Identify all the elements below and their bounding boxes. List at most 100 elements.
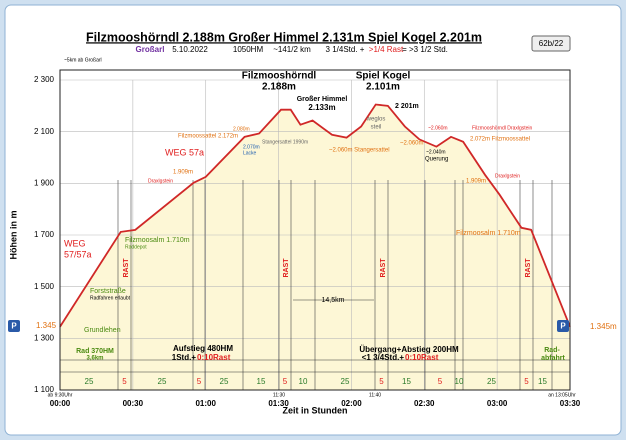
annotation: Draxlgstein xyxy=(495,173,520,179)
subtitle-part: Großarl xyxy=(136,45,165,54)
x-tick-label: 02:00 xyxy=(341,399,362,408)
subtitle-part: 5.10.2022 xyxy=(172,45,208,54)
annotation: 2.070m xyxy=(243,144,260,150)
annotation: Übergang+Abstieg 200HM xyxy=(359,345,459,354)
annotation: steil xyxy=(371,125,382,131)
x-tick-label: 00:00 xyxy=(50,399,71,408)
annotation: WEG 57a xyxy=(165,147,204,157)
annotation: ~2.040m xyxy=(426,149,446,155)
annotation: weglos xyxy=(366,117,386,123)
annotation: Großer Himmel xyxy=(297,96,348,103)
annotation: ~2.060m xyxy=(428,125,448,131)
annotation: 57/57a xyxy=(64,249,92,259)
subtitle-part: ~141/2 km xyxy=(273,45,311,54)
annotation: RAST xyxy=(123,258,130,278)
y-tick-label: 1 500 xyxy=(34,282,55,291)
badge: 62b/22 xyxy=(539,39,564,48)
annotation: 0:10Rast xyxy=(197,353,231,362)
annotation: 1.345m xyxy=(590,322,617,331)
annotation: 11:40 xyxy=(369,392,381,398)
x-tick-label: 03:30 xyxy=(560,399,581,408)
segment-label: 15 xyxy=(538,377,547,386)
annotation: Radfahren erlaubt xyxy=(90,295,131,301)
annotation: WEG xyxy=(64,238,86,248)
annotation: Lacke xyxy=(243,150,257,156)
plot-border xyxy=(59,69,571,391)
subtitle-part: >1/4 Rast xyxy=(369,45,404,54)
annotation: Spiel Kogel xyxy=(356,71,411,82)
segment-label: 15 xyxy=(402,377,411,386)
annotation: 3,6km xyxy=(86,356,103,362)
annotation: Filzmoossattel 2.172m xyxy=(178,134,238,140)
annotation: Raddepot xyxy=(125,244,147,250)
annotation: <1 3/4Std.+ xyxy=(362,353,405,362)
parking-label: P xyxy=(560,322,566,331)
segment-label: 25 xyxy=(487,377,496,386)
parking-label: P xyxy=(11,322,17,331)
x-tick-label: 01:30 xyxy=(268,399,289,408)
annotation: 2.101m xyxy=(366,82,400,93)
annotation: 1Std.+ xyxy=(172,353,197,362)
segment-label: 15 xyxy=(257,377,266,386)
annotation: an 13:05Uhr xyxy=(548,392,576,398)
segment-label: 5 xyxy=(283,377,288,386)
annotation: Draxlgstein xyxy=(148,178,173,184)
annotation: Filzmooshörndl Draxlgstein xyxy=(472,125,533,131)
segment-label: 25 xyxy=(85,377,94,386)
annotation: ~2.060m Stangersattel xyxy=(329,148,390,154)
annotation: ab 9:30Uhr xyxy=(48,392,73,398)
annotation: Forststraße xyxy=(90,288,126,295)
annotation: ~5km ab Großarl xyxy=(64,57,102,63)
annotation: 2.080m xyxy=(233,126,250,132)
x-tick-label: 00:30 xyxy=(123,399,144,408)
annotation: 0:10Rast xyxy=(405,353,439,362)
segment-label: 25 xyxy=(341,377,350,386)
chart-title: Filzmooshörndl 2.188m Großer Himmel 2.13… xyxy=(86,30,482,44)
annotation: RAST xyxy=(380,258,387,278)
segment-label: 10 xyxy=(299,377,308,386)
y-tick-label: 1 100 xyxy=(34,385,55,394)
segment-label: 5 xyxy=(379,377,384,386)
annotation: RAST xyxy=(283,258,290,278)
subtitle-part: 3 1/4Std. + xyxy=(326,45,365,54)
x-axis-label: Zeit in Stunden xyxy=(283,405,348,415)
segment-label: 25 xyxy=(158,377,167,386)
segment-label: 10 xyxy=(455,377,464,386)
segment-label: 5 xyxy=(122,377,127,386)
y-tick-label: 2 100 xyxy=(34,127,55,136)
segment-label: 5 xyxy=(438,377,443,386)
y-tick-label: 1 700 xyxy=(34,230,55,239)
y-tick-label: 1 900 xyxy=(34,178,55,187)
y-tick-label: 2 300 xyxy=(34,75,55,84)
subtitle-part: 1050HM xyxy=(233,45,264,54)
annotation: Aufstieg 480HM xyxy=(173,344,233,353)
annotation: 1.345 xyxy=(36,321,57,330)
annotation: 14,5km xyxy=(322,297,345,304)
annotation: Stangersattel 1990m xyxy=(262,139,308,145)
annotation: 1.909m xyxy=(173,170,193,176)
x-tick-label: 01:00 xyxy=(195,399,216,408)
annotation: Grundlehen xyxy=(84,327,121,334)
y-tick-label: 1 300 xyxy=(34,333,55,342)
annotation: RAST xyxy=(525,258,532,278)
annotation: Filzmoosalm 1.710m xyxy=(125,237,190,244)
annotation: 2.133m xyxy=(308,103,335,112)
annotation: abfahrt xyxy=(541,355,565,362)
y-axis-label: Höhen in m xyxy=(8,211,18,260)
annotation: Filzmoosalm 1.710m xyxy=(456,230,521,237)
parking-box xyxy=(557,320,569,332)
annotation: 2.072m Filzmoossattel xyxy=(470,137,530,143)
annotation: 2 201m xyxy=(395,103,419,110)
segment-label: 25 xyxy=(220,377,229,386)
segment-label: 5 xyxy=(524,377,529,386)
segment-label: 5 xyxy=(197,377,202,386)
annotation: 2.188m xyxy=(262,82,296,93)
profile-line xyxy=(59,103,571,328)
annotation: Rad 370HM xyxy=(76,348,114,355)
annotation: Querung xyxy=(425,157,448,163)
annotation: Rad- xyxy=(544,347,560,354)
annotation: Filzmooshörndl xyxy=(242,71,317,82)
annotation: ~2.060m xyxy=(400,141,424,147)
parking-box xyxy=(8,320,20,332)
